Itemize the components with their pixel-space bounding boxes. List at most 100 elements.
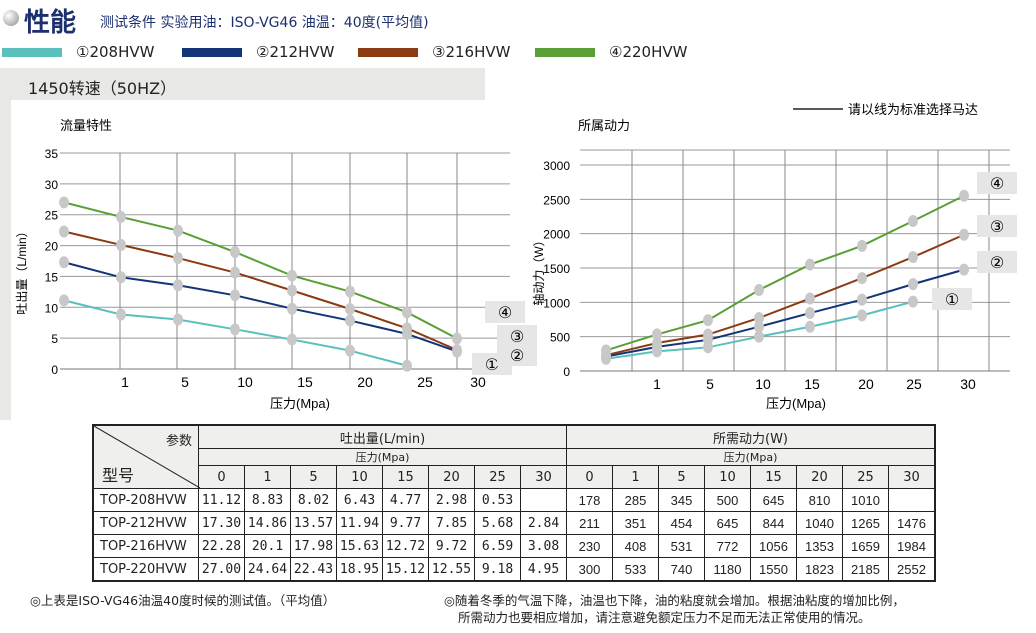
y-tick-label: 10 xyxy=(45,301,59,315)
power-cell: 1180 xyxy=(704,557,751,582)
x-tick-label: 25 xyxy=(906,376,922,392)
flow-cell: 17.30 xyxy=(198,511,245,535)
y-axis-label: 轴动力（W） xyxy=(531,234,546,305)
flow-cell: 20.1 xyxy=(244,534,291,558)
flow-cell: 6.59 xyxy=(474,534,521,558)
legend-label: ③216HVW xyxy=(432,43,511,61)
data-point xyxy=(908,278,918,291)
pressure-col-header: 10 xyxy=(336,465,383,489)
data-point xyxy=(857,309,867,322)
flow-cell: 17.98 xyxy=(290,534,337,558)
series-line-2 xyxy=(605,268,965,358)
data-point xyxy=(754,311,764,324)
pressure-col-header: 5 xyxy=(290,465,337,489)
series-line-2 xyxy=(63,261,458,353)
pressure-col-header: 15 xyxy=(382,465,429,489)
x-tick-label: 10 xyxy=(755,376,771,392)
data-point xyxy=(857,239,867,252)
power-cell: 810 xyxy=(796,488,843,512)
y-tick-label: 2500 xyxy=(543,193,570,207)
series-callout-label: ③ xyxy=(510,329,524,346)
legend-swatch xyxy=(2,47,62,57)
note-right-1: ◎随着冬季的气温下降，油温也下降，油的粘度就会增加。根据油粘度的增加比例， xyxy=(444,593,905,608)
x-tick-label: 5 xyxy=(181,374,189,390)
power-cell: 500 xyxy=(704,488,751,512)
model-cell: TOP-220HVW xyxy=(92,557,199,582)
data-point xyxy=(230,289,240,302)
data-point xyxy=(59,196,69,209)
table-row: TOP-208HVW 11.12 8.83 8.02 6.43 4.77 2.98 0.53 1… xyxy=(92,488,936,512)
data-point xyxy=(959,189,969,202)
data-point xyxy=(652,336,662,349)
data-point xyxy=(754,330,764,343)
pressure-col-header: 1 xyxy=(244,465,291,489)
x-tick-label: 20 xyxy=(858,376,874,392)
power-cell: 2185 xyxy=(842,557,889,582)
data-point xyxy=(345,285,355,298)
flow-cell: 22.28 xyxy=(198,534,245,558)
y-axis-label: 吐出量（L/min） xyxy=(15,225,29,314)
legend-label: ②212HVW xyxy=(256,43,335,61)
y-tick-label: 30 xyxy=(45,178,59,192)
chart-title: 流量特性 xyxy=(60,118,112,133)
flow-header: 吐出量(L/min) xyxy=(198,424,567,449)
corner-model-label: 型号 xyxy=(102,466,135,485)
pressure-col-header: 25 xyxy=(474,465,521,489)
series-callout-label: ② xyxy=(510,348,524,365)
table-row: TOP-212HVW 17.30 14.86 13.57 11.94 9.77 7.85 5.… xyxy=(92,511,936,535)
series-callout-label: ③ xyxy=(990,219,1004,236)
series-callout-label: ④ xyxy=(498,305,512,322)
data-point xyxy=(703,328,713,341)
power-cell: 300 xyxy=(566,557,613,582)
flow-cell: 9.72 xyxy=(428,534,475,558)
table-row: TOP-220HVW 27.00 24.64 22.43 18.95 15.12 12.55… xyxy=(92,557,936,582)
note-right-2: 所需动力也要相应增加，请注意避免额定压力不足而无法正常使用的情况。 xyxy=(458,610,871,625)
table-corner: 参数 型号 xyxy=(92,424,200,489)
flow-cell: 9.77 xyxy=(382,511,429,535)
power-cell: 1550 xyxy=(750,557,797,582)
model-cell: TOP-212HVW xyxy=(92,511,199,535)
data-point xyxy=(402,322,412,335)
x-axis-label: 压力(Mpa) xyxy=(270,396,330,411)
flow-cell: 2.98 xyxy=(428,488,475,512)
model-cell: TOP-216HVW xyxy=(92,534,199,558)
data-point xyxy=(452,332,462,345)
series-callout-box xyxy=(977,172,1017,194)
flow-cell: 24.64 xyxy=(244,557,291,582)
power-cell: 772 xyxy=(704,534,751,558)
data-point xyxy=(173,224,183,237)
corner-param-label: 参数 xyxy=(165,434,192,449)
flow-cell: 6.43 xyxy=(336,488,383,512)
data-point xyxy=(116,210,126,223)
series-callout-label: ① xyxy=(945,292,959,309)
series-callout-box xyxy=(932,288,972,310)
x-tick-label: 30 xyxy=(470,374,486,390)
guide-note: 请以线为标准选择马达 xyxy=(848,102,978,117)
pressure-col-header: 30 xyxy=(888,465,936,489)
power-cell: 1823 xyxy=(796,557,843,582)
flow-cell: 13.57 xyxy=(290,511,337,535)
series-callout-box xyxy=(977,251,1017,273)
pressure-col-header: 20 xyxy=(428,465,475,489)
series-callout-box xyxy=(497,325,537,347)
data-point xyxy=(959,263,969,276)
data-point xyxy=(345,344,355,357)
pressure-col-header: 0 xyxy=(566,465,613,489)
x-tick-label: 30 xyxy=(960,376,976,392)
power-header: 所需动力(W) xyxy=(566,424,936,449)
flow-cell: 11.94 xyxy=(336,511,383,535)
x-tick-label: 10 xyxy=(237,374,253,390)
data-point xyxy=(116,308,126,321)
data-point xyxy=(59,256,69,269)
flow-cell: 15.63 xyxy=(336,534,383,558)
test-conditions: 测试条件 实验用油：ISO-VG46 油温：40度(平均值) xyxy=(100,15,429,31)
data-point xyxy=(230,246,240,259)
data-point xyxy=(402,359,412,372)
power-pressure-label: 压力(Mpa) xyxy=(566,448,936,466)
y-tick-label: 3000 xyxy=(543,159,570,173)
y-tick-label: 20 xyxy=(45,240,59,254)
y-tick-label: 5 xyxy=(51,332,58,346)
data-point xyxy=(452,343,462,356)
power-cell: 531 xyxy=(658,534,705,558)
